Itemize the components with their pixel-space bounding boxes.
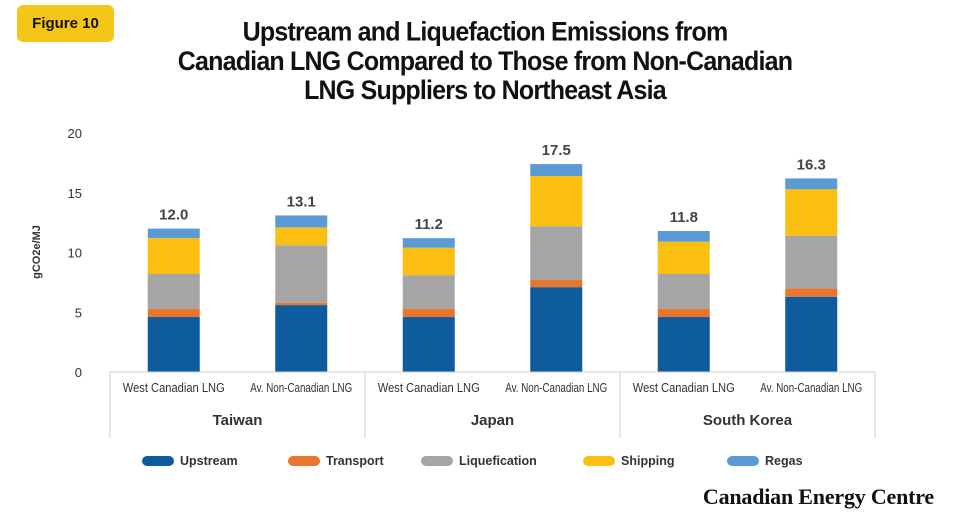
title-line-3: LNG Suppliers to Northeast Asia <box>304 75 667 106</box>
bar-transport-5 <box>785 288 838 297</box>
category-label-5: Av. Non-Canadian LNG <box>760 381 862 395</box>
group-label-2: South Korea <box>703 412 793 429</box>
legend-swatch-liquefication <box>421 456 453 466</box>
bar-shipping-1 <box>275 227 328 246</box>
bar-regas-0 <box>147 228 200 239</box>
bar-liquefication-4 <box>657 274 710 309</box>
group-label-1: Japan <box>471 412 514 429</box>
bar-upstream-3 <box>530 287 583 372</box>
bar-liquefication-3 <box>530 226 583 280</box>
group-label-0: Taiwan <box>213 412 263 429</box>
legend-label-transport: Transport <box>326 454 384 468</box>
title-line-2: Canadian LNG Compared to Those from Non-… <box>177 46 793 77</box>
total-label-1: 13.1 <box>287 193 316 210</box>
bar-transport-0 <box>147 308 200 318</box>
bar-upstream-2 <box>402 317 455 372</box>
bar-shipping-0 <box>147 238 200 275</box>
total-label-4: 11.8 <box>670 209 698 226</box>
bar-liquefication-1 <box>275 245 328 303</box>
figure-badge: Figure 10 <box>17 5 114 42</box>
bar-transport-1 <box>275 302 328 306</box>
legend-label-liquefication: Liquefication <box>459 454 537 468</box>
bar-transport-4 <box>657 308 710 318</box>
legend-swatch-shipping <box>583 456 615 466</box>
bar-shipping-3 <box>530 176 583 227</box>
bar-shipping-2 <box>402 247 455 276</box>
category-label-4: West Canadian LNG <box>633 381 735 395</box>
total-label-2: 11.2 <box>415 216 443 233</box>
bar-transport-2 <box>402 308 455 318</box>
category-label-0: West Canadian LNG <box>123 381 225 395</box>
bar-regas-2 <box>402 238 455 248</box>
total-label-0: 12.0 <box>159 207 188 224</box>
y-axis-label: gCO2e/MJ <box>31 225 43 279</box>
legend-label-upstream: Upstream <box>180 454 238 468</box>
category-label-3: Av. Non-Canadian LNG <box>505 381 607 395</box>
title-line-1: Upstream and Liquefaction Emissions from <box>242 16 729 48</box>
bar-liquefication-5 <box>785 235 838 289</box>
y-tick-label-1: 5 <box>75 305 82 320</box>
y-tick-label-0: 0 <box>75 365 82 380</box>
chart-title: Upstream and Liquefaction Emissions from… <box>140 16 830 106</box>
bar-transport-3 <box>530 279 583 288</box>
y-tick-label-2: 10 <box>68 246 82 261</box>
bar-shipping-5 <box>785 189 838 236</box>
y-tick-label-3: 15 <box>68 186 82 201</box>
bar-regas-3 <box>530 164 583 177</box>
legend-swatch-upstream <box>142 456 174 466</box>
bar-upstream-0 <box>147 317 200 372</box>
bar-upstream-1 <box>275 305 328 372</box>
legend-label-shipping: Shipping <box>621 454 674 468</box>
bar-shipping-4 <box>657 241 710 275</box>
bar-upstream-5 <box>785 296 838 372</box>
total-label-5: 16.3 <box>797 156 826 173</box>
bar-upstream-4 <box>657 317 710 372</box>
brand-logo-text: Canadian Energy Centre <box>702 484 934 509</box>
legend-swatch-transport <box>288 456 320 466</box>
legend-swatch-regas <box>727 456 759 466</box>
y-tick-label-4: 20 <box>68 126 82 141</box>
category-label-2: West Canadian LNG <box>378 381 480 395</box>
legend-label-regas: Regas <box>765 454 803 468</box>
bar-liquefication-2 <box>402 275 455 309</box>
bar-regas-1 <box>275 215 328 228</box>
bar-regas-5 <box>785 178 838 190</box>
total-label-3: 17.5 <box>542 142 571 159</box>
bar-regas-4 <box>657 230 710 242</box>
bar-liquefication-0 <box>147 274 200 309</box>
category-label-1: Av. Non-Canadian LNG <box>250 381 352 395</box>
